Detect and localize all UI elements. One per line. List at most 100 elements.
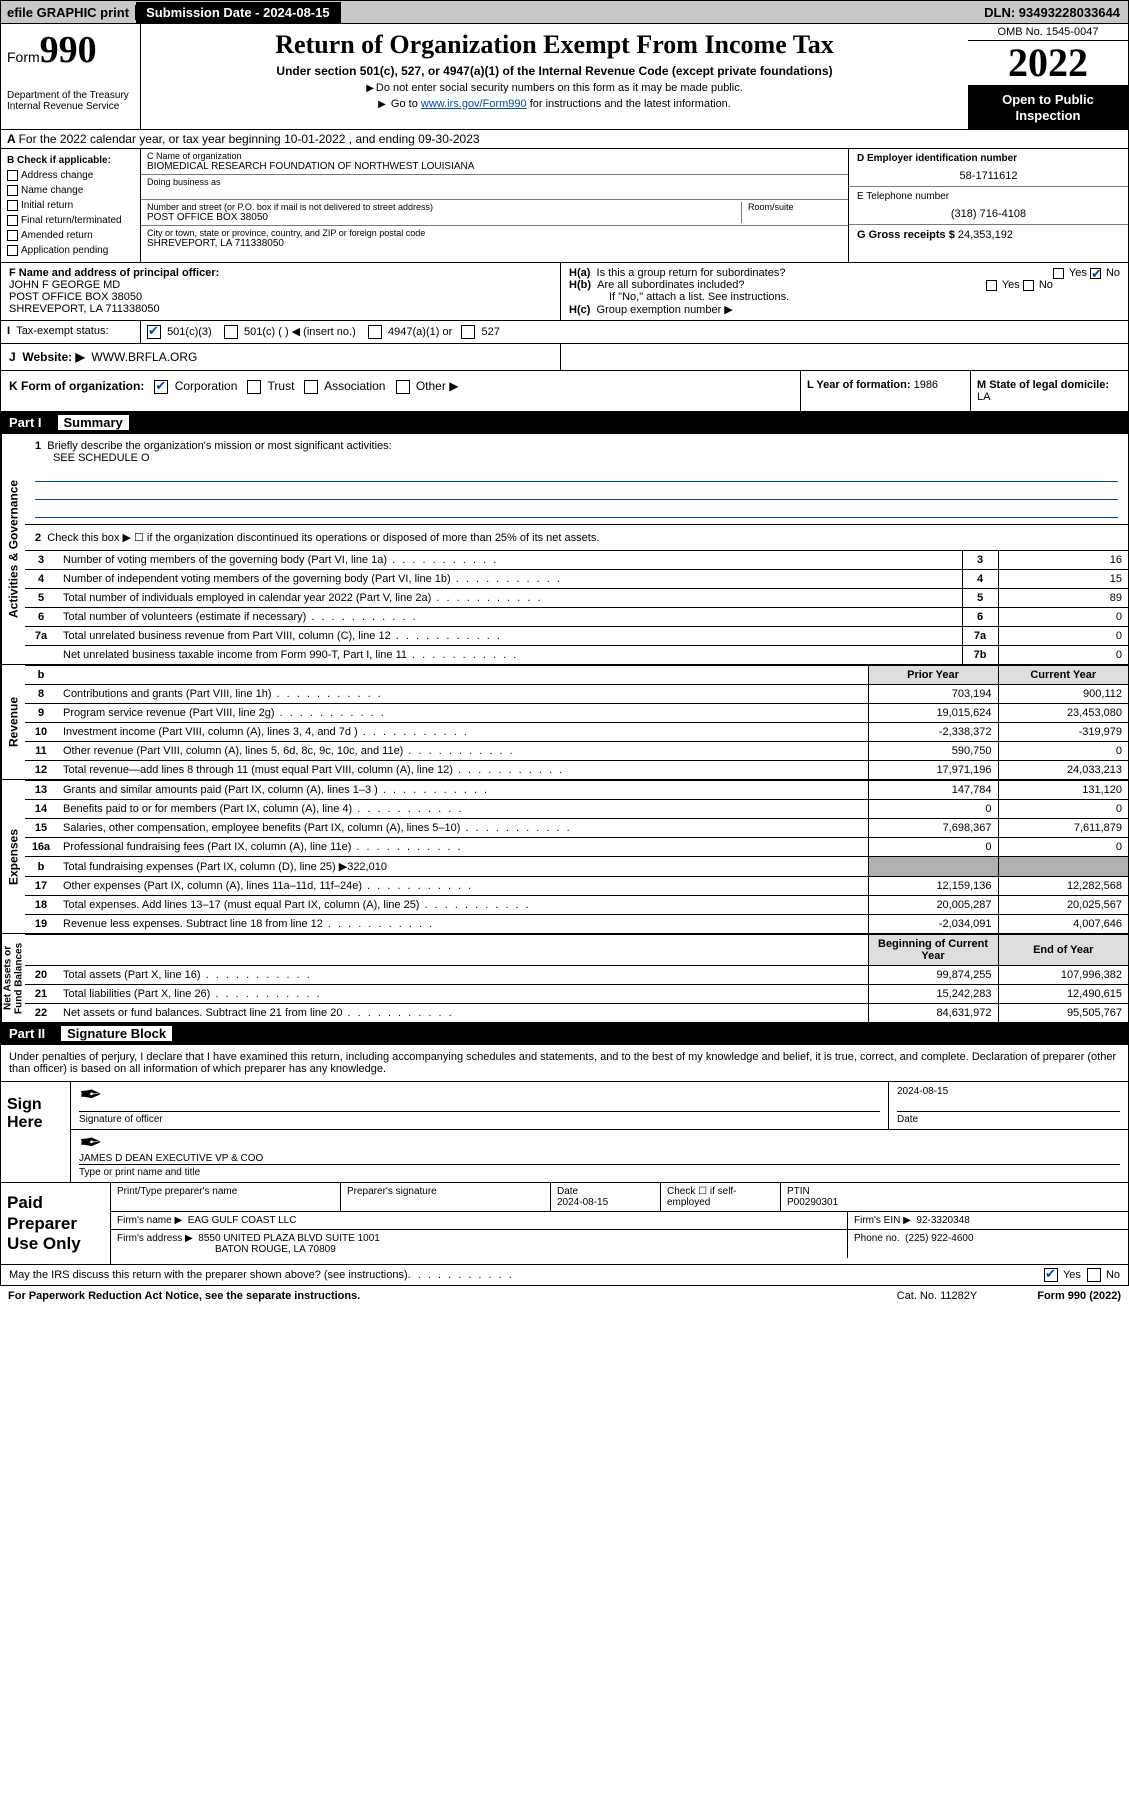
sign-row-1: ✒ Signature of officer 2024-08-15 Date xyxy=(71,1082,1128,1130)
d-ein-label: D Employer identification number xyxy=(857,153,1120,164)
officer-name-cell: ✒ JAMES D DEAN EXECUTIVE VP & COO Type o… xyxy=(71,1130,1128,1182)
firm-name: EAG GULF COAST LLC xyxy=(188,1215,297,1226)
e-phone-value: (318) 716-4108 xyxy=(857,208,1120,220)
firm-addr-cell: Firm's address ▶ 8550 UNITED PLAZA BLVD … xyxy=(111,1230,848,1258)
row-a-tax-year: A For the 2022 calendar year, or tax yea… xyxy=(0,130,1129,149)
k-opt-label: Trust xyxy=(268,379,295,393)
cb-label: Initial return xyxy=(21,200,73,211)
submission-date: Submission Date - 2024-08-15 xyxy=(136,2,341,23)
part1-title: Summary xyxy=(58,415,129,430)
firm-phone: (225) 922-4600 xyxy=(905,1233,973,1244)
ha-no[interactable]: No xyxy=(1090,267,1120,279)
cb-label: Name change xyxy=(21,185,83,196)
cb-amended-return[interactable]: Amended return xyxy=(7,228,134,243)
table-row: 13Grants and similar amounts paid (Part … xyxy=(25,781,1128,800)
k-other[interactable]: Other ▶ xyxy=(396,379,459,393)
paid-preparer-label: Paid Preparer Use Only xyxy=(1,1183,111,1264)
prep-h-sig: Preparer's signature xyxy=(341,1183,551,1211)
cb-name-change[interactable]: Name change xyxy=(7,183,134,198)
no-label: No xyxy=(1106,1269,1120,1281)
header-left: Form990 Department of the Treasury Inter… xyxy=(1,24,141,129)
j-website: J Website: ▶ WWW.BRFLA.ORG xyxy=(1,344,561,370)
hb-yes[interactable]: Yes xyxy=(986,279,1020,291)
note2-prefix: Go to xyxy=(391,98,421,110)
k-corp[interactable]: Corporation xyxy=(154,379,237,393)
summary-exp: Expenses 13Grants and similar amounts pa… xyxy=(0,780,1129,934)
row-num: b xyxy=(25,857,57,877)
i-501c[interactable]: 501(c) ( ) ◀ (insert no.) xyxy=(224,326,356,338)
discuss-no[interactable]: No xyxy=(1087,1268,1120,1282)
table-row: 21Total liabilities (Part X, line 26)15,… xyxy=(25,985,1128,1004)
open-to-public: Open to Public Inspection xyxy=(968,86,1128,129)
form-note-2: Go to www.irs.gov/Form990 for instructio… xyxy=(149,98,960,110)
vtab-rev: Revenue xyxy=(1,665,25,779)
cb-label: Application pending xyxy=(21,245,108,256)
irs-discuss-row: May the IRS discuss this return with the… xyxy=(0,1265,1129,1286)
summary-net: Net Assets or Fund Balances Beginning of… xyxy=(0,934,1129,1023)
h-group: H(a) Is this a group return for subordin… xyxy=(561,263,1128,320)
k-formorg: K Form of organization: Corporation Trus… xyxy=(1,371,801,411)
sig-date-cell: 2024-08-15 Date xyxy=(888,1082,1128,1129)
part1-header: Part I Summary xyxy=(0,412,1129,434)
c-city-cell: City or town, state or province, country… xyxy=(141,226,848,251)
discuss-yes[interactable]: Yes xyxy=(1044,1268,1081,1282)
firm-ein-cell: Firm's EIN ▶ 92-3320348 xyxy=(848,1212,1128,1229)
f-addr2: SHREVEPORT, LA 711338050 xyxy=(9,303,552,315)
h-b-text: Are all subordinates included? xyxy=(597,279,744,291)
cb-final-return[interactable]: Final return/terminated xyxy=(7,213,134,228)
tax-year: 2022 xyxy=(968,41,1128,86)
dots xyxy=(408,1269,514,1281)
officer-name-label: Type or print name and title xyxy=(79,1164,1120,1178)
i-527[interactable]: 527 xyxy=(461,326,499,338)
omb-number: OMB No. 1545-0047 xyxy=(968,24,1128,41)
sign-here-label: Sign Here xyxy=(1,1082,71,1182)
cb-initial-return[interactable]: Initial return xyxy=(7,198,134,213)
efile-print-link[interactable]: efile GRAPHIC print xyxy=(1,5,136,20)
prep-check-cell[interactable]: Check ☐ if self-employed xyxy=(661,1183,781,1211)
prep-row-2: Firm's name ▶ EAG GULF COAST LLC Firm's … xyxy=(111,1212,1128,1230)
table-row: 19Revenue less expenses. Subtract line 1… xyxy=(25,915,1128,934)
sig-date-value: 2024-08-15 xyxy=(897,1086,1120,1097)
part1-label: Part I xyxy=(9,415,42,430)
l-year: L Year of formation: 1986 xyxy=(801,371,971,411)
i-label: Tax-exempt status: xyxy=(16,325,108,337)
h-a-text: Is this a group return for subordinates? xyxy=(597,267,786,279)
k-trust[interactable]: Trust xyxy=(247,379,294,393)
q1-text: Briefly describe the organization's miss… xyxy=(47,440,391,452)
prep-row-3: Firm's address ▶ 8550 UNITED PLAZA BLVD … xyxy=(111,1230,1128,1258)
cb-application-pending[interactable]: Application pending xyxy=(7,243,134,258)
i-501c3[interactable]: 501(c)(3) xyxy=(147,326,212,338)
yes-label: Yes xyxy=(1063,1269,1081,1281)
cb-label: Final return/terminated xyxy=(21,215,122,226)
vtab-exp: Expenses xyxy=(1,780,25,933)
i-4947[interactable]: 4947(a)(1) or xyxy=(368,326,452,338)
c-suite-cell: Room/suite xyxy=(742,202,842,223)
irs-link[interactable]: www.irs.gov/Form990 xyxy=(421,98,527,110)
block-j: J Website: ▶ WWW.BRFLA.ORG xyxy=(0,344,1129,371)
header-center: Return of Organization Exempt From Incom… xyxy=(141,24,968,129)
sign-fields: ✒ Signature of officer 2024-08-15 Date ✒… xyxy=(71,1082,1128,1182)
prep-h-ptin: PTIN xyxy=(787,1186,810,1197)
i-label-cell: I Tax-exempt status: xyxy=(1,321,141,343)
table-row: 18Total expenses. Add lines 13–17 (must … xyxy=(25,896,1128,915)
k-assoc[interactable]: Association xyxy=(304,379,385,393)
ha-yes[interactable]: Yes xyxy=(1053,267,1087,279)
sign-row-2: ✒ JAMES D DEAN EXECUTIVE VP & COO Type o… xyxy=(71,1130,1128,1182)
part2-header: Part II Signature Block xyxy=(0,1023,1129,1045)
cat-no: Cat. No. 11282Y xyxy=(897,1290,978,1302)
h-a-row: H(a) Is this a group return for subordin… xyxy=(569,267,1120,279)
h-b-row: H(b) Are all subordinates included? Yes … xyxy=(569,279,1120,291)
h-c-row: H(c) Group exemption number ▶ xyxy=(569,303,1120,316)
rev-table: b Prior Year Current Year 8Contributions… xyxy=(25,665,1128,779)
irs-discuss-text: May the IRS discuss this return with the… xyxy=(9,1269,408,1281)
form-prefix: Form xyxy=(7,49,40,65)
hb-no[interactable]: No xyxy=(1023,279,1053,291)
vtab-gov: Activities & Governance xyxy=(1,434,25,664)
paid-preparer-block: Paid Preparer Use Only Print/Type prepar… xyxy=(0,1183,1129,1265)
table-row: 22Net assets or fund balances. Subtract … xyxy=(25,1004,1128,1023)
cb-address-change[interactable]: Address change xyxy=(7,168,134,183)
c-dba-label: Doing business as xyxy=(147,177,842,187)
net-body: Beginning of Current Year End of Year 20… xyxy=(25,934,1128,1022)
table-row: 15Salaries, other compensation, employee… xyxy=(25,819,1128,838)
prep-ptin: P00290301 xyxy=(787,1197,838,1208)
